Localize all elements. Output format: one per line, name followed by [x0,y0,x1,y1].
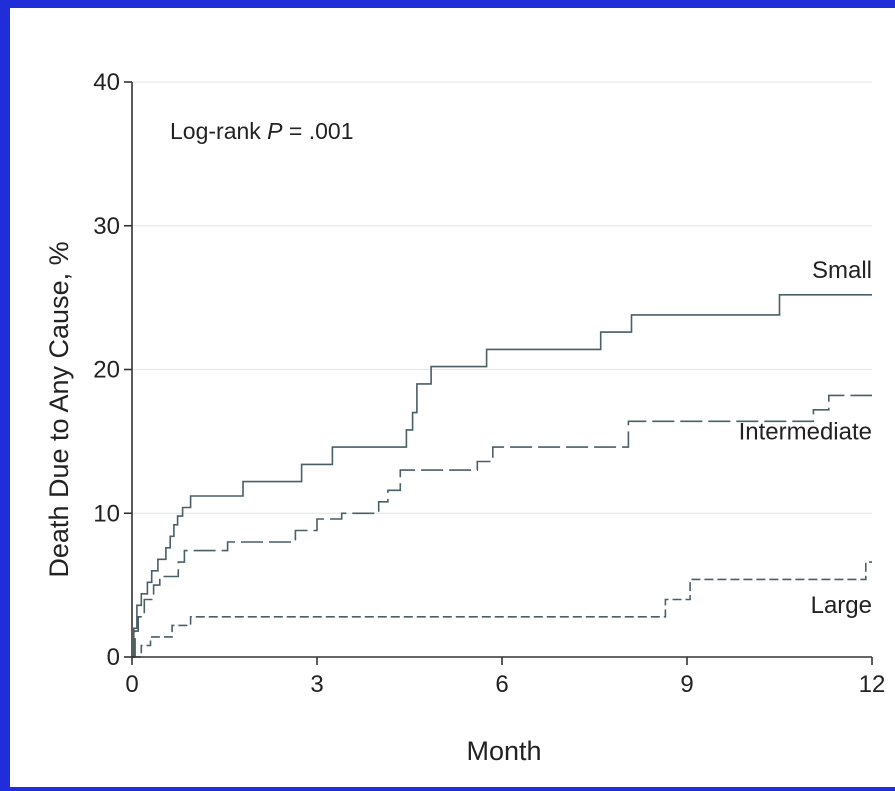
y-tick-label-30: 30 [93,213,120,240]
y-tick-label-40: 40 [93,69,120,96]
series-line-small [132,294,872,658]
y-tick-label-20: 20 [93,357,120,384]
x-tick-label-0: 0 [125,671,138,698]
x-tick-label-12: 12 [859,671,886,698]
series-label-small: Small [812,257,872,284]
y-tick-label-10: 10 [93,500,120,527]
x-ticks: 0 3 6 9 12 [125,657,885,698]
series-line-large [132,561,872,658]
y-ticks: 0 10 20 30 40 [93,69,132,671]
x-tick-label-3: 3 [310,671,323,698]
y-tick-label-0: 0 [107,644,120,671]
log-rank-annotation: Log-rank P = .001 [170,118,354,144]
series-line-intermediate [132,394,872,658]
y-axis-title: Death Due to Any Cause, % [44,241,74,577]
series-label-intermediate: Intermediate [739,418,872,445]
chart-panel: 0 10 20 30 40 0 3 6 9 12 Small Intermediate Large … [10,8,895,787]
gridlines [132,81,872,514]
x-tick-label-9: 9 [680,671,693,698]
series-lines [132,294,872,658]
annotation-suffix: = .001 [289,118,354,144]
x-tick-label-6: 6 [495,671,508,698]
series-labels: Small Intermediate Large [739,257,872,619]
annotation-p: P [267,118,283,144]
series-label-large: Large [811,592,872,619]
annotation-prefix: Log-rank [170,118,267,144]
x-axis-title: Month [466,736,541,766]
